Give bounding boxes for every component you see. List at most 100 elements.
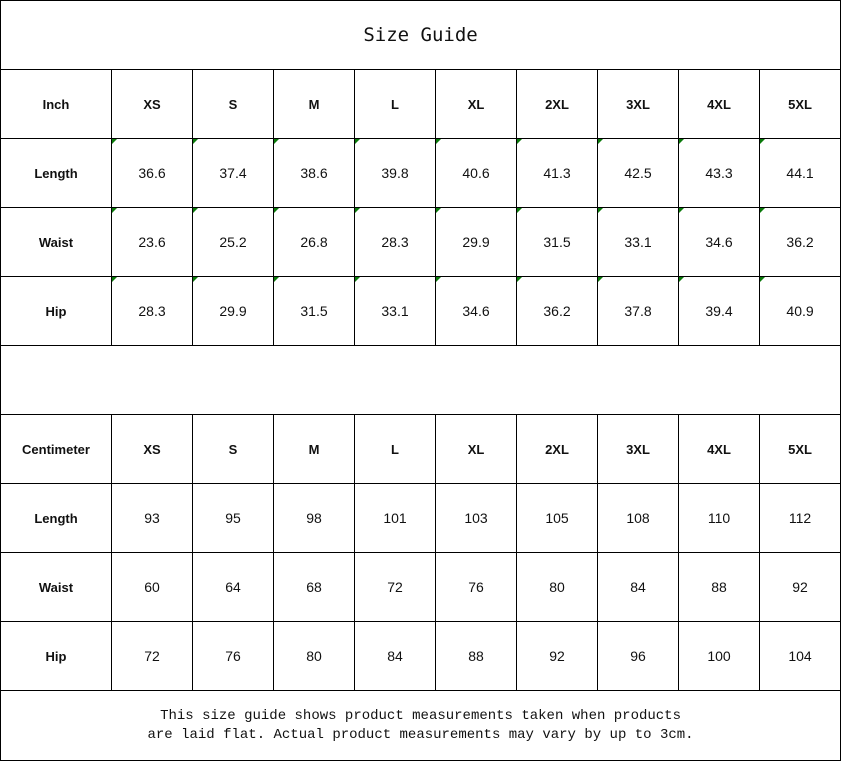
- measure-cell: 38.6: [273, 138, 355, 208]
- measure-cell: 88: [678, 552, 760, 622]
- measure-cell: 25.2: [192, 207, 274, 277]
- measure-cell: 36.2: [516, 276, 598, 346]
- measure-cell: 60: [111, 552, 193, 622]
- comment-marker-icon: [112, 208, 117, 213]
- size-header: 3XL: [597, 69, 679, 139]
- measure-value: 41.3: [543, 165, 571, 181]
- comment-marker-icon: [598, 139, 603, 144]
- centimeter-header-row: Centimeter XS S M L XL 2XL 3XL 4XL 5XL: [0, 414, 842, 484]
- measure-cell: 39.4: [678, 276, 760, 346]
- measure-cell: 101: [354, 483, 436, 553]
- measure-cell: 42.5: [597, 138, 679, 208]
- measure-cell: 88: [435, 621, 517, 691]
- comment-marker-icon: [760, 139, 765, 144]
- measure-value: 44.1: [786, 165, 814, 181]
- comment-marker-icon: [112, 277, 117, 282]
- table-row: Length 36.6 37.4 38.6 39.8 40.6 41.3 42.5 43.3 44…: [0, 138, 842, 208]
- measure-label: Waist: [0, 207, 112, 277]
- spacer-row: [0, 345, 842, 415]
- comment-marker-icon: [436, 139, 441, 144]
- measure-cell: 104: [758, 621, 842, 691]
- measure-cell: 112: [758, 483, 842, 553]
- measure-cell: 84: [597, 552, 679, 622]
- comment-marker-icon: [112, 139, 117, 144]
- centimeter-unit-label: Centimeter: [0, 414, 112, 484]
- measure-value: 92: [792, 579, 808, 595]
- measure-label: Length: [0, 138, 112, 208]
- measure-value: 36.2: [543, 303, 571, 319]
- measure-cell: 34.6: [678, 207, 760, 277]
- table-row: Waist 23.6 25.2 26.8 28.3 29.9 31.5 33.1 34.6 36.…: [0, 207, 842, 277]
- measure-value: 76: [225, 648, 241, 664]
- measure-value: 31.5: [300, 303, 328, 319]
- size-header: 4XL: [678, 69, 760, 139]
- measure-value: 23.6: [138, 234, 166, 250]
- comment-marker-icon: [679, 139, 684, 144]
- comment-marker-icon: [760, 277, 765, 282]
- measure-value: 28.3: [138, 303, 166, 319]
- measure-value: 34.6: [705, 234, 733, 250]
- measure-value: 26.8: [300, 234, 328, 250]
- inch-unit-label: Inch: [0, 69, 112, 139]
- measure-cell: 37.8: [597, 276, 679, 346]
- measure-value: 68: [306, 579, 322, 595]
- measure-cell: 37.4: [192, 138, 274, 208]
- comment-marker-icon: [760, 208, 765, 213]
- measure-cell: 72: [354, 552, 436, 622]
- measure-cell: 98: [273, 483, 355, 553]
- measure-cell: 93: [111, 483, 193, 553]
- measure-cell: 36.6: [111, 138, 193, 208]
- measure-value: 64: [225, 579, 241, 595]
- measure-value: 36.2: [786, 234, 814, 250]
- measure-value: 88: [468, 648, 484, 664]
- measure-value: 92: [549, 648, 565, 664]
- measure-value: 29.9: [219, 303, 247, 319]
- comment-marker-icon: [274, 139, 279, 144]
- measure-value: 72: [387, 579, 403, 595]
- size-header: M: [273, 414, 355, 484]
- footer-line-2: are laid flat. Actual product measuremen…: [147, 726, 694, 743]
- table-row: Length 93 95 98 101 103 105 108 110 112: [0, 483, 842, 553]
- measure-value: 84: [387, 648, 403, 664]
- measure-value: 84: [630, 579, 646, 595]
- comment-marker-icon: [274, 208, 279, 213]
- title-row: Size Guide: [0, 0, 842, 70]
- size-header: XS: [111, 414, 193, 484]
- measure-value: 80: [549, 579, 565, 595]
- measure-cell: 31.5: [273, 276, 355, 346]
- comment-marker-icon: [679, 208, 684, 213]
- measure-label: Length: [0, 483, 112, 553]
- size-header: 3XL: [597, 414, 679, 484]
- measure-label: Waist: [0, 552, 112, 622]
- comment-marker-icon: [517, 139, 522, 144]
- measure-cell: 80: [273, 621, 355, 691]
- measure-cell: 26.8: [273, 207, 355, 277]
- measure-label: Hip: [0, 276, 112, 346]
- size-header: XL: [435, 69, 517, 139]
- comment-marker-icon: [193, 208, 198, 213]
- size-header: XL: [435, 414, 517, 484]
- size-header: L: [354, 69, 436, 139]
- measure-cell: 95: [192, 483, 274, 553]
- footer-row: This size guide shows product measuremen…: [0, 690, 842, 761]
- size-header: 5XL: [758, 69, 842, 139]
- measure-cell: 76: [192, 621, 274, 691]
- measure-cell: 72: [111, 621, 193, 691]
- measure-value: 98: [306, 510, 322, 526]
- measure-cell: 40.6: [435, 138, 517, 208]
- measure-label: Hip: [0, 621, 112, 691]
- measure-value: 33.1: [624, 234, 652, 250]
- size-header: 2XL: [516, 414, 598, 484]
- measure-value: 101: [383, 510, 407, 526]
- size-header: 2XL: [516, 69, 598, 139]
- measure-cell: 29.9: [192, 276, 274, 346]
- inch-header-row: Inch XS S M L XL 2XL 3XL 4XL 5XL: [0, 69, 842, 139]
- comment-marker-icon: [436, 277, 441, 282]
- measure-value: 43.3: [705, 165, 733, 181]
- measure-value: 80: [306, 648, 322, 664]
- measure-cell: 103: [435, 483, 517, 553]
- measure-value: 93: [144, 510, 160, 526]
- comment-marker-icon: [193, 139, 198, 144]
- measure-cell: 64: [192, 552, 274, 622]
- comment-marker-icon: [598, 208, 603, 213]
